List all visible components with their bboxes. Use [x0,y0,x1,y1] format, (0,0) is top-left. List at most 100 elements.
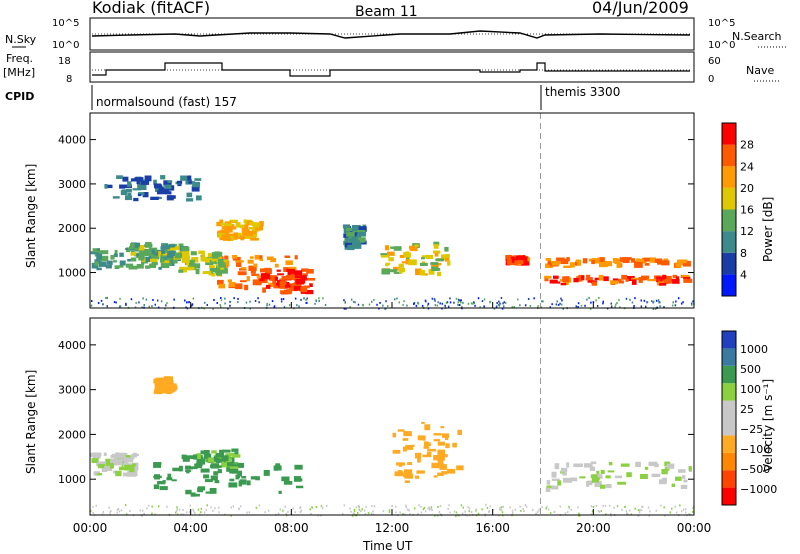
power-cell [140,181,150,185]
power-cell [274,263,279,268]
power-cell [139,251,148,257]
power-cell [240,280,247,283]
velocity-cell [134,466,139,471]
power-speckle [421,304,424,307]
power-cell [219,219,224,224]
power-cell [157,190,166,195]
power-speckle [154,303,156,306]
velocity-speckle [116,511,118,514]
power-cell [94,261,99,266]
power-cell [560,260,569,265]
velocity-cell [241,476,247,479]
power-cell [577,259,581,266]
power-cell [144,253,153,256]
power-colorbar: 4 8 12 16 20 24 28 [721,122,754,297]
velocity-speckle [355,506,358,509]
power-cell [177,180,183,184]
velocity-cell [440,454,448,458]
power-cell [251,273,260,276]
power-speckle [560,297,562,300]
power-cell [286,268,295,272]
power-ytick-label: 4000 [58,134,86,147]
velocity-xtick-label: 08:00 [274,521,309,535]
velocity-cell [228,482,238,488]
power-cell [664,280,672,284]
power-cell [119,252,124,257]
power-speckle [233,297,235,300]
velocity-speckle [420,511,423,514]
power-cell [612,278,619,281]
velocity-speckle [680,510,683,513]
power-cell [114,265,120,269]
power-speckle [602,302,604,305]
power-cell [248,265,257,271]
power-speckle [470,302,473,305]
power-colorbar-tick: 8 [740,247,747,260]
velocity-cell [620,463,630,467]
velocity-cell [214,480,220,484]
velocity-cell [416,470,425,474]
power-speckle [403,300,405,303]
power-cell [681,260,687,264]
velocity-cell [433,455,440,458]
power-speckle [457,301,460,304]
velocity-speckle [477,512,480,515]
power-cell [657,259,663,265]
power-speckle [314,302,316,305]
velocity-speckle [218,506,220,509]
power-cell [683,278,693,283]
velocity-speckle [277,512,280,515]
velocity-speckle [126,513,128,516]
power-speckle [166,302,168,305]
velocity-cell [607,470,615,473]
velocity-cell [545,487,551,492]
power-speckle [449,297,451,300]
power-cell [233,235,238,240]
power-cell [385,262,391,265]
power-colorbar-tick: 16 [740,204,754,217]
velocity-cell [116,460,123,466]
velocity-speckle [597,510,600,512]
velocity-speckle [605,513,607,516]
power-speckle [425,299,427,302]
power-cell [137,193,142,197]
power-cell [292,283,301,288]
power-speckle [436,304,439,307]
power-speckle [219,304,221,307]
velocity-cell [617,481,627,485]
velocity-speckle [625,510,628,513]
velocity-cell [414,452,422,459]
power-cell [192,181,201,188]
power-cell [556,261,564,264]
power-cell [384,245,390,251]
power-cell [381,268,391,275]
power-speckle [498,304,501,307]
velocity-speckle [141,509,144,512]
power-cell [300,286,308,293]
power-cell [161,249,166,254]
power-speckle [481,300,484,303]
velocity-cell [422,454,431,458]
velocity-cell [403,469,413,475]
velocity-cell [400,462,405,466]
power-cell [573,277,579,283]
velocity-cell [118,458,127,461]
velocity-cell [392,449,401,454]
power-cell [240,235,245,241]
velocity-speckle [351,514,354,517]
power-cell [362,224,367,228]
velocity-speckle [175,511,177,514]
power-cell [309,283,313,287]
velocity-speckle [439,504,442,507]
power-cell [294,255,298,260]
velocity-cell [442,433,449,438]
power-speckle [300,298,302,301]
power-speckle [315,299,317,302]
power-speckle [258,301,260,304]
nave-tick-bottom: 0 [708,74,714,85]
power-speckle [460,299,462,302]
power-speckle [362,304,364,307]
velocity-speckle [414,507,416,510]
power-cell [105,184,113,189]
